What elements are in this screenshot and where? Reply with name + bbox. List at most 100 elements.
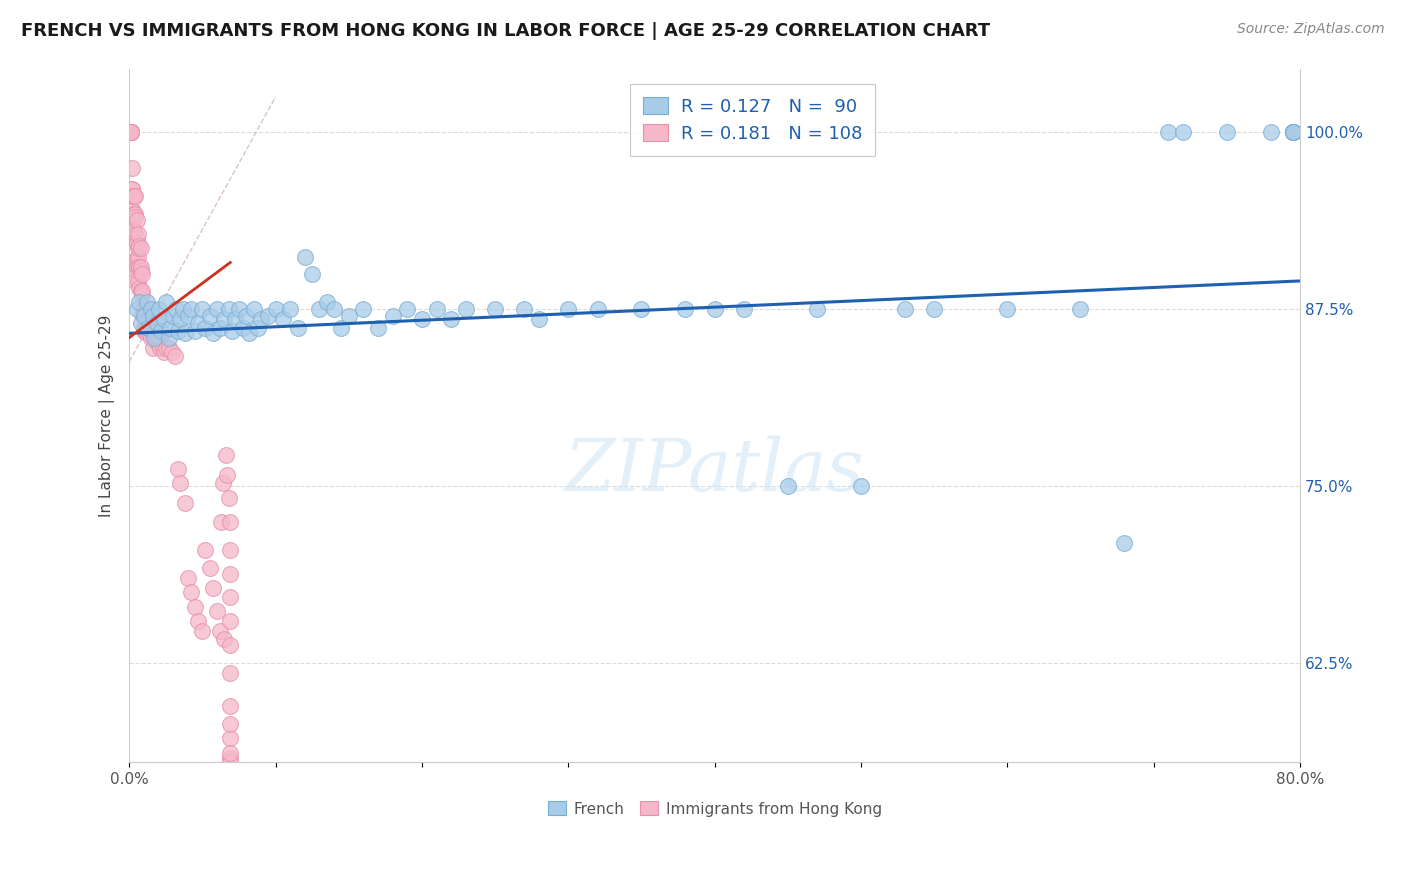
Point [308, 302, 330, 317]
Point [367, 320, 389, 334]
Point [142, 341, 165, 355]
Point [1281, 125, 1303, 139]
Point [198, 310, 221, 324]
Point [219, 751, 242, 765]
Point [733, 302, 755, 317]
Point [381, 310, 404, 324]
Point [180, 585, 202, 599]
Point [1281, 125, 1303, 139]
Point [238, 326, 260, 341]
Point [127, 241, 149, 255]
Point [180, 302, 202, 317]
Point [124, 207, 146, 221]
Point [127, 264, 149, 278]
Point [922, 302, 945, 317]
Point [264, 302, 287, 317]
Point [208, 320, 231, 334]
Point [142, 320, 165, 334]
Point [141, 320, 163, 334]
Point [125, 231, 148, 245]
Point [1114, 536, 1136, 550]
Point [124, 274, 146, 288]
Point [187, 317, 209, 331]
Point [124, 189, 146, 203]
Point [150, 330, 173, 344]
Point [145, 330, 167, 344]
Point [215, 448, 238, 462]
Point [218, 491, 240, 505]
Point [1260, 125, 1282, 139]
Point [1157, 125, 1180, 139]
Point [135, 306, 157, 320]
Point [120, 125, 142, 139]
Point [194, 320, 217, 334]
Point [214, 632, 236, 647]
Point [155, 295, 177, 310]
Point [1069, 302, 1091, 317]
Point [1281, 125, 1303, 139]
Point [247, 320, 270, 334]
Point [205, 302, 228, 317]
Point [120, 125, 142, 139]
Point [172, 302, 194, 317]
Point [152, 341, 174, 355]
Point [330, 320, 353, 334]
Point [527, 312, 550, 326]
Point [148, 302, 170, 317]
Point [132, 302, 155, 317]
Point [121, 217, 143, 231]
Point [125, 213, 148, 227]
Point [148, 330, 170, 344]
Point [849, 479, 872, 493]
Point [120, 125, 142, 139]
Text: Source: ZipAtlas.com: Source: ZipAtlas.com [1237, 22, 1385, 37]
Point [224, 312, 246, 326]
Text: FRENCH VS IMMIGRANTS FROM HONG KONG IN LABOR FORCE | AGE 25-29 CORRELATION CHART: FRENCH VS IMMIGRANTS FROM HONG KONG IN L… [21, 22, 990, 40]
Point [201, 326, 224, 341]
Point [219, 614, 242, 628]
Point [134, 302, 156, 317]
Point [219, 731, 242, 746]
Point [806, 302, 828, 317]
Point [153, 344, 176, 359]
Point [157, 330, 180, 344]
Point [121, 182, 143, 196]
Point [128, 281, 150, 295]
Point [124, 252, 146, 267]
Point [127, 227, 149, 242]
Point [217, 467, 239, 482]
Point [219, 746, 242, 760]
Point [194, 543, 217, 558]
Point [205, 604, 228, 618]
Point [513, 302, 536, 317]
Point [219, 638, 242, 652]
Point [184, 324, 207, 338]
Point [128, 238, 150, 252]
Point [132, 310, 155, 324]
Point [129, 284, 152, 298]
Point [219, 567, 242, 582]
Point [173, 326, 195, 341]
Point [219, 666, 242, 681]
Point [122, 189, 145, 203]
Point [120, 125, 142, 139]
Point [129, 264, 152, 278]
Point [242, 302, 264, 317]
Point [125, 302, 148, 317]
Point [166, 462, 188, 476]
Point [131, 306, 153, 320]
Point [122, 189, 145, 203]
Point [131, 284, 153, 298]
Point [703, 302, 725, 317]
Point [454, 302, 477, 317]
Point [173, 496, 195, 510]
Point [191, 624, 214, 638]
Point [120, 125, 142, 139]
Point [131, 267, 153, 281]
Point [165, 302, 187, 317]
Point [776, 479, 799, 493]
Point [211, 515, 233, 529]
Point [132, 302, 155, 317]
Point [141, 330, 163, 344]
Point [138, 302, 160, 317]
